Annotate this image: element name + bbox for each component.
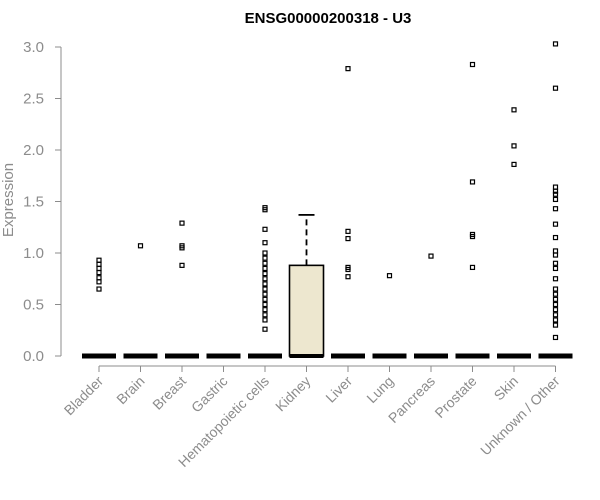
outlier-point <box>552 248 559 254</box>
outlier-point <box>511 143 517 149</box>
outlier-point <box>428 253 434 259</box>
outlier-point <box>552 184 559 190</box>
outlier-point <box>552 312 559 318</box>
outlier-point <box>552 317 559 323</box>
outlier-point <box>552 196 559 203</box>
x-tick-label: Skin <box>491 373 522 404</box>
outlier-point <box>96 269 102 276</box>
outlier-point <box>96 286 102 292</box>
outlier-point <box>552 41 559 47</box>
y-tick-label: 1.0 <box>23 245 44 262</box>
outlier-point <box>511 107 517 113</box>
outlier-point <box>262 286 268 292</box>
outlier-point <box>179 243 185 249</box>
outlier-point <box>552 301 559 308</box>
outlier-point <box>552 221 559 227</box>
outlier-point <box>552 265 559 272</box>
outlier-point <box>552 322 559 328</box>
outlier-point <box>96 265 102 272</box>
outlier-point <box>179 262 185 268</box>
x-tick-label: Lung <box>363 373 396 406</box>
outlier-point <box>262 226 268 232</box>
outlier-point <box>552 260 559 266</box>
outlier-point <box>96 261 102 267</box>
outlier-point <box>552 206 559 212</box>
outlier-point <box>345 264 351 271</box>
outlier-point <box>262 255 268 261</box>
outlier-point <box>262 260 268 266</box>
x-tick-label: Brain <box>113 373 147 407</box>
outlier-point <box>262 276 268 282</box>
outlier-point <box>552 334 559 341</box>
outlier-point <box>552 191 559 197</box>
outlier-point <box>552 291 559 297</box>
outlier-point <box>96 257 102 263</box>
outlier-point <box>262 205 268 211</box>
y-axis: 0.0 0.5 1.0 1.5 2.0 2.5 3.0 <box>23 39 62 365</box>
outlier-point <box>262 291 268 297</box>
y-tick-label: 0.0 <box>23 348 44 365</box>
outlier-point <box>179 220 185 226</box>
outlier-point <box>552 234 559 241</box>
outlier-point <box>469 179 476 185</box>
outlier-point <box>345 228 351 234</box>
outlier-point <box>262 281 268 287</box>
outlier-point <box>262 296 268 302</box>
outlier-point <box>469 264 476 271</box>
outlier-point <box>262 312 268 318</box>
outlier-point <box>262 307 268 313</box>
outlier-point <box>511 161 517 168</box>
x-tick-label: Kidney <box>272 373 314 415</box>
y-tick-label: 3.0 <box>23 39 44 56</box>
y-tick-label: 2.0 <box>23 142 44 159</box>
outlier-point <box>552 276 559 282</box>
outlier-point <box>552 296 559 302</box>
x-tick-label: Breast <box>149 373 189 413</box>
outlier-point <box>262 317 268 323</box>
outlier-point <box>262 265 268 272</box>
outlier-point <box>345 235 351 242</box>
x-tick-label: Prostate <box>431 373 479 421</box>
outlier-point <box>552 85 559 91</box>
x-tick-label: Liver <box>322 373 355 406</box>
outlier-point <box>96 279 102 285</box>
outlier-point <box>262 250 268 256</box>
chart-title: ENSG00000200318 - U3 <box>245 10 412 27</box>
boxes-layer <box>82 213 573 359</box>
outlier-point <box>262 326 268 332</box>
outlier-point <box>96 275 102 281</box>
x-tick-label: Bladder <box>61 373 107 419</box>
y-tick-label: 1.5 <box>23 194 44 211</box>
outlier-point <box>345 66 351 72</box>
outlier-point <box>552 252 559 258</box>
outlier-point <box>469 231 476 238</box>
outlier-point <box>386 273 393 279</box>
outlier-point <box>262 271 268 277</box>
outlier-point <box>345 274 351 280</box>
y-tick-label: 0.5 <box>23 297 44 314</box>
outlier-point <box>469 61 476 68</box>
y-tick-label: 2.5 <box>23 91 44 108</box>
outliers-layer <box>96 41 559 341</box>
x-tick-label: Unknown / Other <box>477 373 563 459</box>
y-axis-label: Expression <box>0 163 17 237</box>
outlier-point <box>262 301 268 308</box>
outlier-point <box>552 286 559 292</box>
box-kidney <box>288 213 325 358</box>
outlier-point <box>137 243 144 249</box>
outlier-point <box>552 307 559 313</box>
outlier-point <box>262 240 268 246</box>
box-body <box>288 264 325 357</box>
